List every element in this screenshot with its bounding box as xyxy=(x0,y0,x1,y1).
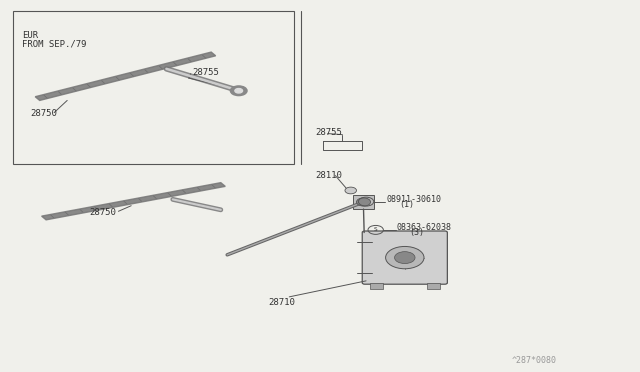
Circle shape xyxy=(356,198,371,206)
Polygon shape xyxy=(427,283,440,289)
Text: 28755: 28755 xyxy=(315,128,342,137)
Text: (1): (1) xyxy=(399,201,414,209)
Text: 28750: 28750 xyxy=(31,109,58,118)
Polygon shape xyxy=(42,183,225,220)
Text: 28710: 28710 xyxy=(269,298,296,307)
Text: 28750: 28750 xyxy=(90,208,116,217)
Text: ^287*0080: ^287*0080 xyxy=(512,356,557,365)
Text: EUR: EUR xyxy=(22,31,38,40)
Polygon shape xyxy=(370,283,383,289)
Text: (3): (3) xyxy=(410,228,424,237)
Circle shape xyxy=(235,89,243,93)
Text: N: N xyxy=(364,199,368,204)
Text: S: S xyxy=(374,227,378,232)
Text: 28110: 28110 xyxy=(315,171,342,180)
Polygon shape xyxy=(353,195,374,209)
Text: FROM SEP./79: FROM SEP./79 xyxy=(22,39,87,48)
Polygon shape xyxy=(35,52,216,100)
Text: 08911-30610: 08911-30610 xyxy=(387,195,442,204)
Circle shape xyxy=(385,247,424,269)
Circle shape xyxy=(230,86,247,96)
Text: 08363-62038: 08363-62038 xyxy=(397,223,452,232)
Bar xyxy=(13,11,294,164)
Circle shape xyxy=(394,251,415,263)
FancyBboxPatch shape xyxy=(362,231,447,284)
Circle shape xyxy=(345,187,356,194)
Text: 28755: 28755 xyxy=(192,68,219,77)
